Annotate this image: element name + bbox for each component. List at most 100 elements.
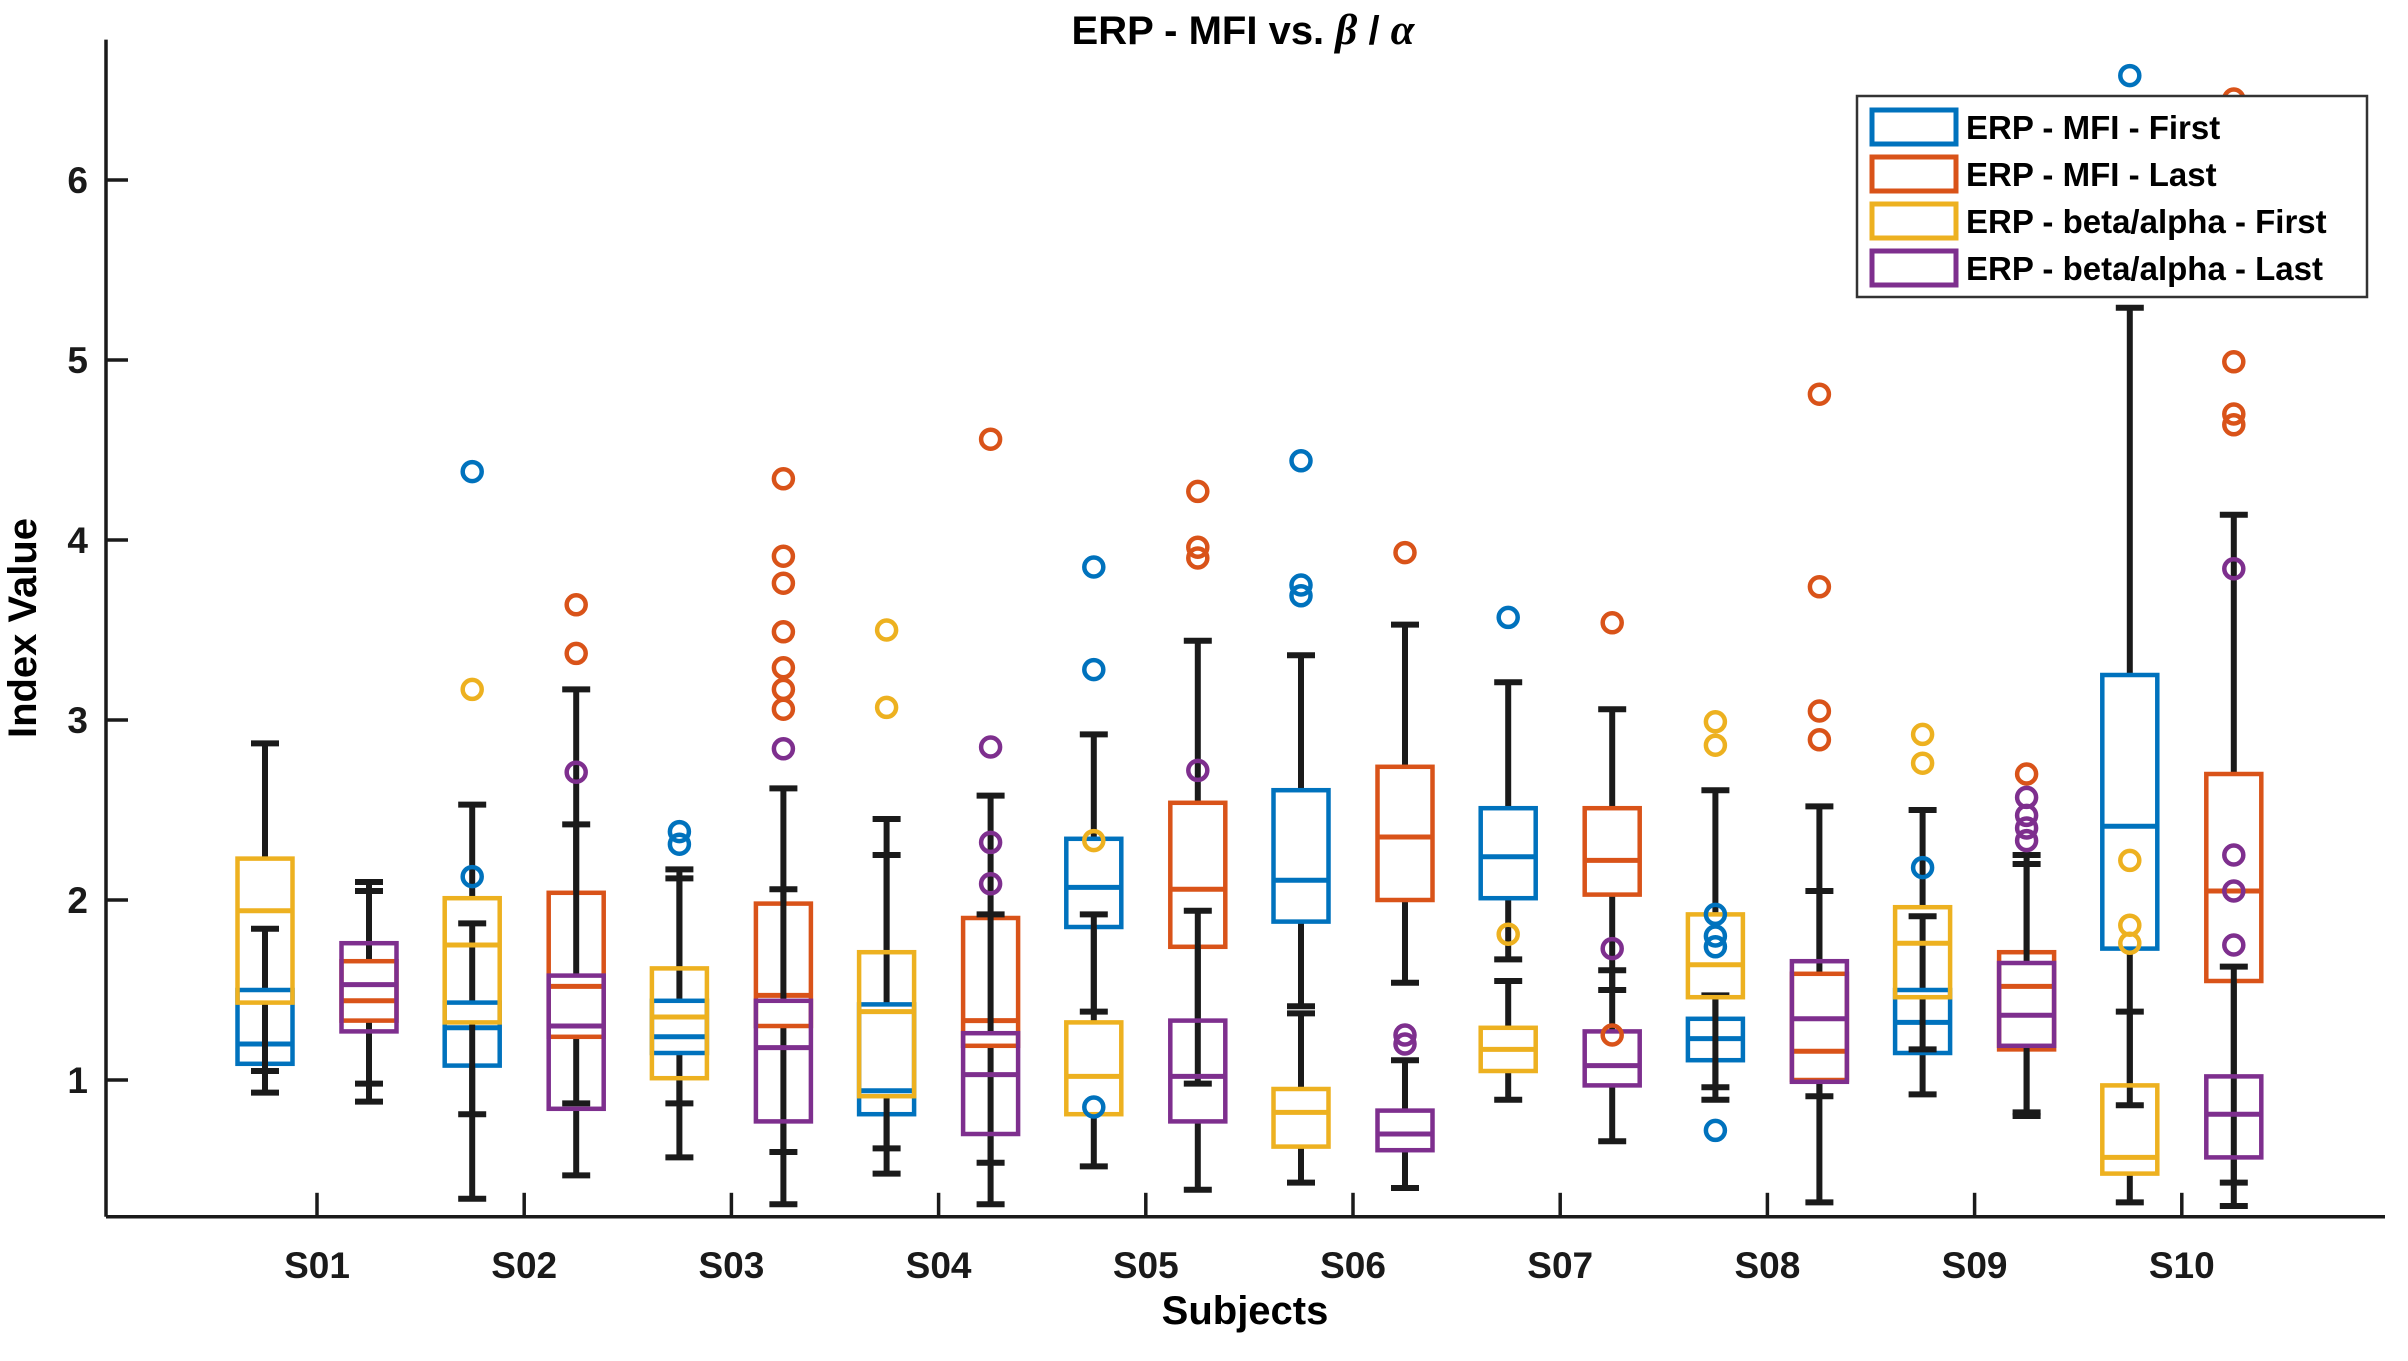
legend-swatch <box>1869 248 1959 288</box>
outlier-S04-ba_last <box>978 830 1003 855</box>
outlier-S06-ba_last <box>1393 1023 1417 1047</box>
chart-title: ERP - MFI vs. β / α <box>1072 7 1416 54</box>
legend-item-ba_first: ERP - beta/alpha - First <box>1869 201 2327 241</box>
outlier-S04-mfi_last <box>978 427 1003 451</box>
x-tick-label: S08 <box>1734 1245 1800 1286</box>
legend-item-mfi_last: ERP - MFI - Last <box>1869 154 2217 194</box>
box-S06-ba_first <box>1271 1010 1331 1186</box>
outlier-S08-mfi_last <box>1807 699 1832 723</box>
outlier-S08-mfi_first <box>1703 902 1728 927</box>
box-S04-ba_first <box>856 816 917 1152</box>
x-tick-label: S07 <box>1527 1245 1593 1286</box>
iqr-box <box>1271 787 1331 924</box>
box-S05-ba_last <box>1168 907 1228 1193</box>
box-S01-ba_last <box>339 879 399 1105</box>
y-tick-label: 6 <box>67 160 88 201</box>
outlier-S05-mfi_first <box>1082 1095 1106 1119</box>
outlier-S10-ba_last <box>2222 879 2246 903</box>
outlier-S06-ba_last <box>1393 1032 1417 1056</box>
iqr-box <box>2100 1083 2160 1176</box>
box-S01-ba_first <box>235 740 295 1074</box>
box-S06-mfi_first <box>1271 652 1331 1010</box>
outlier-S06-mfi_first <box>1289 449 1313 473</box>
legend-item-ba_last: ERP - beta/alpha - Last <box>1869 248 2323 288</box>
outlier-S08-ba_first <box>1703 733 1728 757</box>
legend-label: ERP - beta/alpha - Last <box>1966 250 2323 287</box>
iqr-box <box>1478 805 1538 901</box>
iqr-box <box>1582 805 1642 897</box>
outlier-S04-ba_first <box>874 695 899 720</box>
iqr-box <box>2204 1074 2264 1160</box>
box-S09-ba_last <box>1996 861 2057 1116</box>
x-tick-label: S02 <box>491 1245 557 1286</box>
outlier-S08-ba_first <box>1703 710 1728 734</box>
outlier-S02-mfi_last <box>564 641 588 666</box>
outlier-S03-ba_last <box>771 737 796 761</box>
box-S06-ba_last <box>1375 1057 1435 1191</box>
outlier-S02-ba_last <box>564 760 588 784</box>
outlier-S08-mfi_last <box>1807 728 1832 752</box>
iqr-box <box>1064 1020 1124 1117</box>
x-axis-label: Subjects <box>1162 1289 1329 1333</box>
outlier-S03-mfi_first <box>667 819 692 844</box>
legend-swatch <box>1869 154 1959 194</box>
outlier-S02-ba_first <box>460 677 484 702</box>
outlier-S10-mfi_last <box>2222 350 2246 374</box>
box-S07-ba_last <box>1582 967 1642 1145</box>
alpha-symbol: α <box>1391 7 1416 54</box>
outlier-S09-ba_first <box>1910 722 1935 747</box>
chart-title-slash: / <box>1357 9 1390 53</box>
iqr-box <box>856 949 917 1099</box>
outlier-S09-mfi_last <box>2014 762 2039 786</box>
iqr-box <box>2100 672 2160 951</box>
outlier-S03-mfi_last <box>771 697 796 721</box>
outlier-S03-mfi_last <box>771 656 796 680</box>
outlier-S08-mfi_last <box>1807 382 1832 406</box>
box-S04-ba_last <box>960 911 1021 1208</box>
outlier-S07-mfi_last <box>1600 611 1624 635</box>
outlier-S08-mfi_first <box>1703 935 1728 959</box>
iqr-box <box>1168 1018 1228 1124</box>
iqr-box <box>1375 764 1435 903</box>
chart-title-prefix: ERP - MFI vs. <box>1072 9 1336 53</box>
iqr-box <box>960 1030 1021 1137</box>
outlier-S03-mfi_last <box>771 544 796 568</box>
x-tick-label: S01 <box>284 1245 350 1286</box>
outlier-S05-mfi_last <box>1186 479 1210 504</box>
outlier-S05-mfi_last <box>1186 535 1210 559</box>
x-tick-label: S03 <box>698 1245 764 1286</box>
box-S05-ba_first <box>1064 911 1124 1170</box>
iqr-box <box>1582 1029 1642 1088</box>
outlier-S08-mfi_first <box>1703 924 1728 948</box>
beta-symbol: β <box>1333 7 1357 54</box>
outlier-S07-ba_first <box>1496 922 1520 946</box>
y-tick-label: 2 <box>67 880 88 921</box>
outlier-S06-mfi_last <box>1393 540 1417 565</box>
outlier-S02-mfi_first <box>460 864 484 889</box>
x-tick-label: S06 <box>1320 1245 1386 1286</box>
outlier-S04-ba_last <box>978 872 1003 896</box>
outlier-S10-ba_first <box>2118 848 2142 873</box>
outlier-S05-mfi_first <box>1082 555 1106 579</box>
box-S06-mfi_last <box>1375 621 1435 986</box>
outlier-S10-mfi_last <box>2222 402 2246 426</box>
x-tick-label: S04 <box>906 1245 972 1286</box>
iqr-box <box>649 966 710 1081</box>
outlier-S10-ba_last <box>2222 933 2246 957</box>
outlier-S10-ba_last <box>2222 843 2246 867</box>
outlier-S08-mfi_last <box>1807 575 1832 599</box>
outlier-S05-ba_first <box>1082 828 1106 853</box>
iqr-box <box>2204 771 2264 984</box>
outlier-S03-mfi_last <box>771 571 796 595</box>
outlier-S10-ba_last <box>2222 557 2246 581</box>
iqr-box <box>1271 1086 1331 1149</box>
iqr-box <box>1996 960 2057 1049</box>
outlier-S09-mfi_first <box>1910 855 1935 880</box>
outlier-S09-ba_last <box>2014 803 2039 828</box>
box-layer <box>235 304 2264 1209</box>
iqr-box <box>1375 1108 1435 1153</box>
legend-swatch <box>1869 201 1959 241</box>
iqr-box <box>1892 904 1953 1000</box>
outlier-S02-mfi_first <box>460 459 484 484</box>
iqr-box <box>546 973 606 1112</box>
